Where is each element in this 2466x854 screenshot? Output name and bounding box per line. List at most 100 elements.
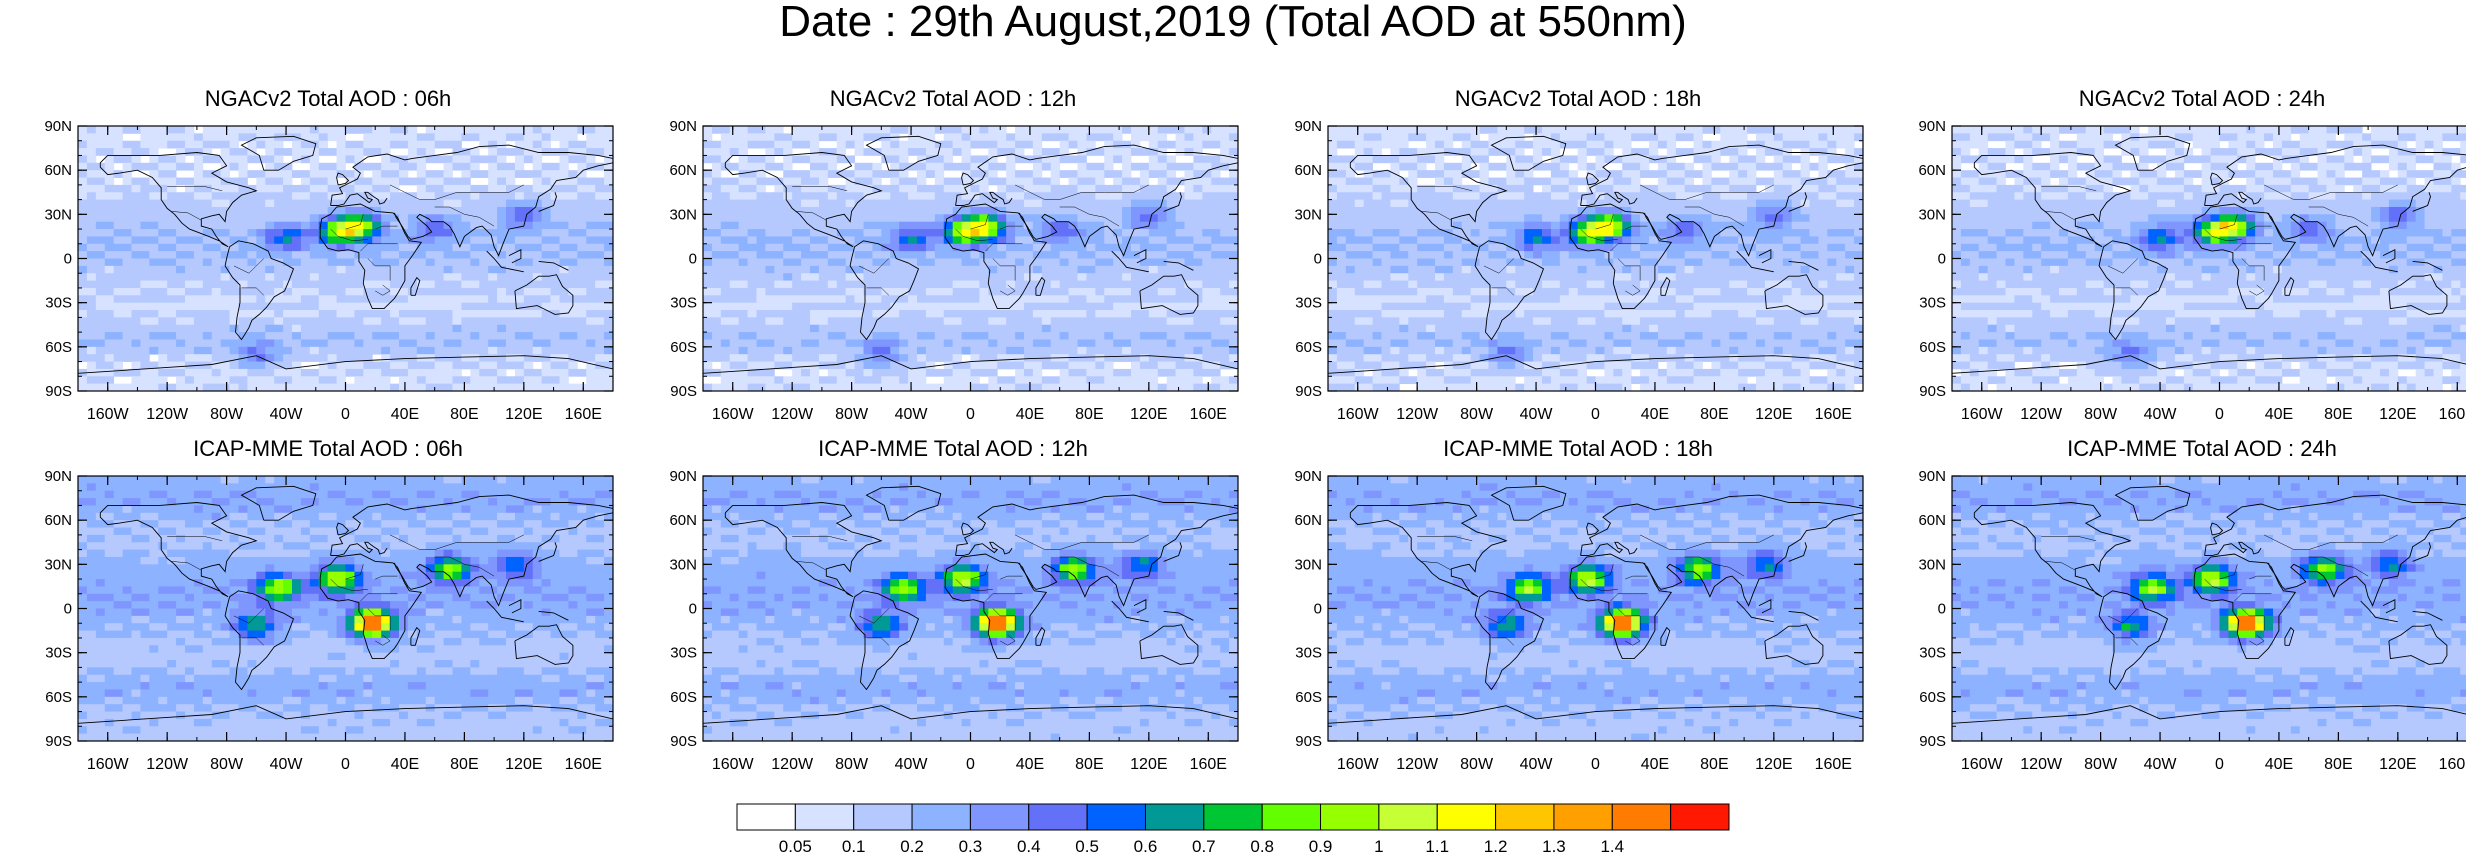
lat-tick-label: 60N xyxy=(44,512,72,529)
lat-tick-label: 90S xyxy=(1919,383,1946,400)
lon-tick-label: 160E xyxy=(565,756,602,773)
lat-tick-label: 30S xyxy=(1919,645,1946,662)
country-borders xyxy=(167,534,524,646)
lon-tick-label: 80E xyxy=(1700,756,1728,773)
panel-title: ICAP-MME Total AOD : 12h xyxy=(818,436,1088,461)
lon-tick-label: 160E xyxy=(1190,406,1227,423)
aod-field xyxy=(703,126,1238,391)
figure-title: Date : 29th August,2019 (Total AOD at 55… xyxy=(779,0,1687,46)
country-borders xyxy=(2041,534,2398,646)
colorbar-swatch xyxy=(1436,803,1497,831)
lon-tick-label: 120W xyxy=(1396,406,1439,423)
colorbar-swatch xyxy=(1144,803,1205,831)
lon-tick-label: 0 xyxy=(341,406,350,423)
colorbar-swatch xyxy=(1203,803,1263,831)
lon-tick-label: 0 xyxy=(2215,756,2224,773)
lat-tick-label: 60N xyxy=(1918,162,1946,179)
lat-tick-label: 90N xyxy=(1294,468,1322,485)
lon-tick-label: 0 xyxy=(1591,756,1600,773)
lat-tick-label: 90N xyxy=(669,118,697,135)
lat-tick-label: 0 xyxy=(1938,601,1946,618)
colorbar-swatch xyxy=(853,803,913,831)
colorbar-label: 0.9 xyxy=(1309,837,1333,854)
lon-tick-label: 40W xyxy=(2144,756,2178,773)
lon-tick-label: 80W xyxy=(835,756,869,773)
map-panel-icap-18h: ICAP-MME Total AOD : 18h 160W 120W 80W 40W 0 4… xyxy=(1294,436,1898,773)
lat-tick-label: 60N xyxy=(1294,162,1322,179)
lat-tick-label: 30N xyxy=(44,206,72,223)
lat-tick-label: 90S xyxy=(45,733,72,750)
lat-tick-label: 30S xyxy=(670,645,697,662)
lon-tick-label: 80W xyxy=(1460,756,1494,773)
lat-tick-label: 60S xyxy=(670,339,697,356)
panel-title: ICAP-MME Total AOD : 24h xyxy=(2067,436,2337,461)
aod-field xyxy=(1952,476,2466,741)
lat-tick-label: 90S xyxy=(1295,733,1322,750)
coastlines xyxy=(1952,135,2466,374)
colorbar-label: 1.1 xyxy=(1425,837,1449,854)
map-panel-ngac-18h: NGACv2 Total AOD : 18h 160W 120W 80W 40W 0 40E… xyxy=(1294,86,1898,423)
lon-tick-label: 120E xyxy=(505,406,542,423)
lon-tick-label: 120W xyxy=(146,406,189,423)
colorbar-swatch xyxy=(969,803,1030,831)
panel-title: NGACv2 Total AOD : 06h xyxy=(204,86,452,111)
map-plot: 160W 120W 80W 40W 0 40E 80E 120E 160E 90N 60N 30N 0 3… xyxy=(1294,468,1864,773)
lon-tick-label: 40W xyxy=(1520,756,1554,773)
colorbar-swatch xyxy=(911,803,971,831)
aod-field xyxy=(1328,126,1863,391)
lon-tick-label: 120E xyxy=(1130,756,1167,773)
colorbar-label: 0.1 xyxy=(842,837,866,854)
map-plot: 160W 120W 80W 40W 0 40E 80E 120E 160E 90N 60N 30N 0 3… xyxy=(1294,118,1864,423)
coastlines xyxy=(703,135,1238,374)
lat-tick-label: 30N xyxy=(669,206,697,223)
country-borders xyxy=(2041,184,2398,296)
panel-title: NGACv2 Total AOD : 18h xyxy=(1454,86,1702,111)
country-borders xyxy=(1417,534,1774,646)
lon-tick-label: 80W xyxy=(835,406,869,423)
lon-tick-label: 160W xyxy=(1337,756,1380,773)
lat-tick-label: 60S xyxy=(1919,689,1946,706)
lon-tick-label: 40W xyxy=(895,406,929,423)
map-plot: 160W 120W 80W 40W 0 40E 80E 120E 160E 90N 60N 30N 0 3… xyxy=(1918,468,2466,773)
lon-tick-label: 160E xyxy=(2439,756,2466,773)
colorbar-swatch xyxy=(1611,803,1672,831)
lon-tick-label: 40E xyxy=(1016,406,1044,423)
lat-tick-label: 0 xyxy=(689,251,697,268)
map-panel-ngac-06h: NGACv2 Total AOD : 06h 160W 120W 80W 40W 0 40E… xyxy=(44,86,648,423)
colorbar-label: 1.3 xyxy=(1542,837,1566,854)
lon-tick-label: 40W xyxy=(270,756,304,773)
lat-tick-label: 90N xyxy=(669,468,697,485)
colorbar-swatch xyxy=(794,803,855,831)
lon-tick-label: 120E xyxy=(2379,406,2416,423)
lon-tick-label: 80E xyxy=(1075,756,1103,773)
map-plot: 160W 120W 80W 40W 0 40E 80E 120E 160E 90N 60N 30N 0 3… xyxy=(44,118,614,423)
lat-tick-label: 90S xyxy=(1919,733,1946,750)
lat-tick-label: 60N xyxy=(1294,512,1322,529)
lon-tick-label: 40W xyxy=(895,756,929,773)
colorbar-label: 0.05 xyxy=(779,837,812,854)
lat-tick-label: 60N xyxy=(669,512,697,529)
colorbar-label: 0.6 xyxy=(1134,837,1158,854)
lat-tick-label: 30N xyxy=(1918,206,1946,223)
lon-tick-label: 120W xyxy=(771,406,814,423)
coastlines xyxy=(703,485,1238,724)
lat-tick-label: 90N xyxy=(1918,118,1946,135)
lat-tick-label: 30S xyxy=(1295,295,1322,312)
aod-field xyxy=(78,476,613,741)
lon-tick-label: 160E xyxy=(1815,406,1852,423)
lon-tick-label: 160E xyxy=(1190,756,1227,773)
colorbar-swatch xyxy=(1261,803,1322,831)
lon-tick-label: 80E xyxy=(2324,756,2352,773)
lat-tick-label: 60N xyxy=(1918,512,1946,529)
lon-tick-label: 80W xyxy=(210,406,244,423)
lon-tick-label: 120W xyxy=(2020,406,2063,423)
lon-tick-label: 120W xyxy=(771,756,814,773)
lon-tick-label: 160W xyxy=(712,756,755,773)
lon-tick-label: 120W xyxy=(1396,756,1439,773)
aod-field xyxy=(703,476,1238,741)
lat-tick-label: 90N xyxy=(1294,118,1322,135)
map-plot: 160W 120W 80W 40W 0 40E 80E 120E 160E 90N 60N 30N 0 3… xyxy=(1918,118,2466,423)
colorbar-label: 0.5 xyxy=(1075,837,1099,854)
lat-tick-label: 90S xyxy=(670,733,697,750)
coastlines xyxy=(78,485,613,724)
